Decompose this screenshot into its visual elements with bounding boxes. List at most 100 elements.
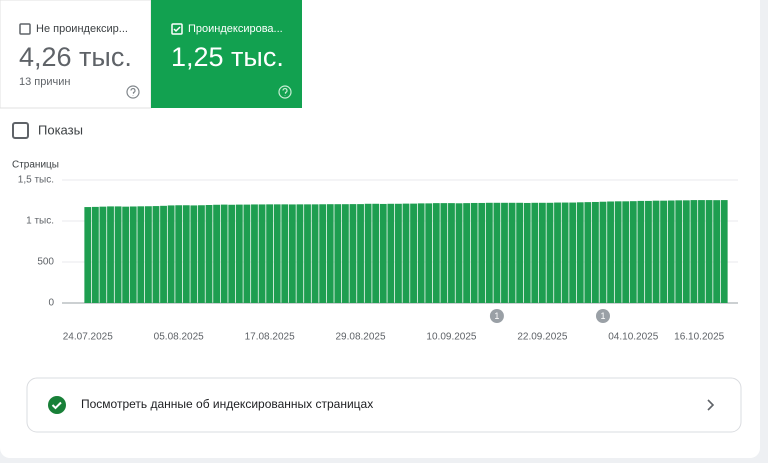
bar	[645, 200, 652, 303]
bar	[675, 200, 683, 303]
bar	[652, 200, 660, 303]
card: Не проиндексир... 4,26 тыс. 13 причин Пр…	[0, 0, 760, 458]
y-tick-label: 1,5 тыс.	[18, 175, 54, 186]
bar	[175, 205, 183, 303]
bar	[523, 202, 531, 303]
report: Не проиндексир... 4,26 тыс. 13 причин Пр…	[0, 0, 742, 433]
tile-note: 13 причин	[19, 76, 70, 88]
bar	[395, 203, 402, 303]
bar	[387, 203, 395, 303]
x-tick-label: 29.08.2025	[336, 332, 386, 343]
bar	[622, 201, 630, 303]
bar	[107, 206, 114, 303]
checkbox[interactable]	[19, 23, 31, 35]
bar	[713, 200, 721, 303]
annotation-marker[interactable]	[489, 309, 504, 323]
help-icon[interactable]	[126, 85, 140, 99]
bar	[667, 200, 675, 303]
bar	[614, 201, 622, 303]
bar	[304, 204, 311, 303]
bar	[448, 203, 455, 303]
annotation-marker[interactable]	[595, 309, 610, 323]
bar	[129, 206, 137, 303]
bar	[349, 204, 357, 303]
checkbox-checked[interactable]	[171, 23, 183, 35]
bar	[235, 204, 243, 303]
bar	[266, 204, 274, 303]
bar	[99, 206, 107, 303]
bar	[720, 200, 728, 303]
bar	[228, 204, 236, 303]
bar	[682, 200, 690, 303]
bar	[478, 202, 486, 303]
annotation-label: 1	[600, 311, 605, 321]
bar	[592, 201, 599, 303]
x-tick-label: 17.08.2025	[245, 332, 295, 343]
bar	[501, 202, 508, 303]
bar	[584, 202, 592, 303]
y-tick-label: 0	[48, 298, 54, 309]
link-text[interactable]: Посмотреть данные об индексированных стр…	[81, 397, 373, 411]
x-tick-label: 22.09.2025	[517, 332, 567, 343]
help-icon[interactable]	[278, 85, 292, 99]
bar	[463, 203, 471, 303]
bar	[213, 204, 220, 303]
bar	[198, 205, 205, 303]
bar	[220, 204, 228, 303]
bar	[698, 200, 705, 303]
bar	[705, 200, 713, 303]
bar	[607, 201, 614, 303]
checkbox[interactable]	[12, 122, 29, 139]
bar	[470, 202, 478, 303]
bar	[296, 204, 304, 303]
bar	[455, 203, 463, 303]
y-axis-label: Страницы	[12, 160, 59, 171]
bar	[160, 205, 167, 303]
tile-value: 4,26 тыс.	[19, 42, 132, 72]
bar	[561, 202, 569, 303]
bar	[599, 201, 607, 303]
bar	[190, 205, 198, 303]
bar	[205, 205, 213, 303]
bar	[485, 202, 493, 303]
bar	[554, 202, 561, 303]
bar	[341, 204, 349, 303]
bar	[288, 204, 296, 303]
bar	[357, 204, 364, 303]
bar	[440, 203, 448, 303]
bar	[410, 203, 417, 303]
bar	[425, 203, 433, 303]
bar	[311, 204, 319, 303]
bar	[364, 203, 372, 303]
bar	[91, 206, 99, 303]
bar	[167, 205, 175, 303]
x-tick-label: 16.10.2025	[674, 332, 724, 343]
x-tick-label: 05.08.2025	[154, 332, 204, 343]
bar	[182, 205, 190, 303]
bar	[152, 206, 160, 303]
x-tick-label: 04.10.2025	[608, 332, 658, 343]
y-tick-label: 500	[37, 257, 54, 268]
tile-label: Не проиндексир...	[36, 23, 128, 35]
tile-indexed[interactable]	[151, 0, 302, 108]
tile-not-indexed[interactable]	[0, 0, 152, 109]
bar	[576, 202, 584, 303]
bar	[637, 200, 645, 303]
bar	[508, 202, 516, 303]
bar	[251, 204, 258, 303]
bar	[402, 203, 410, 303]
bar	[417, 203, 425, 303]
bar	[281, 204, 289, 303]
bar	[379, 203, 387, 303]
bar	[538, 202, 546, 303]
bar	[273, 204, 281, 303]
bar	[84, 207, 92, 303]
bar	[258, 204, 266, 303]
bar	[334, 204, 342, 303]
bar	[144, 206, 152, 303]
bar	[493, 202, 501, 303]
toggle-label[interactable]: Показы	[38, 122, 83, 137]
link-card[interactable]	[26, 377, 742, 433]
bar	[319, 204, 327, 303]
